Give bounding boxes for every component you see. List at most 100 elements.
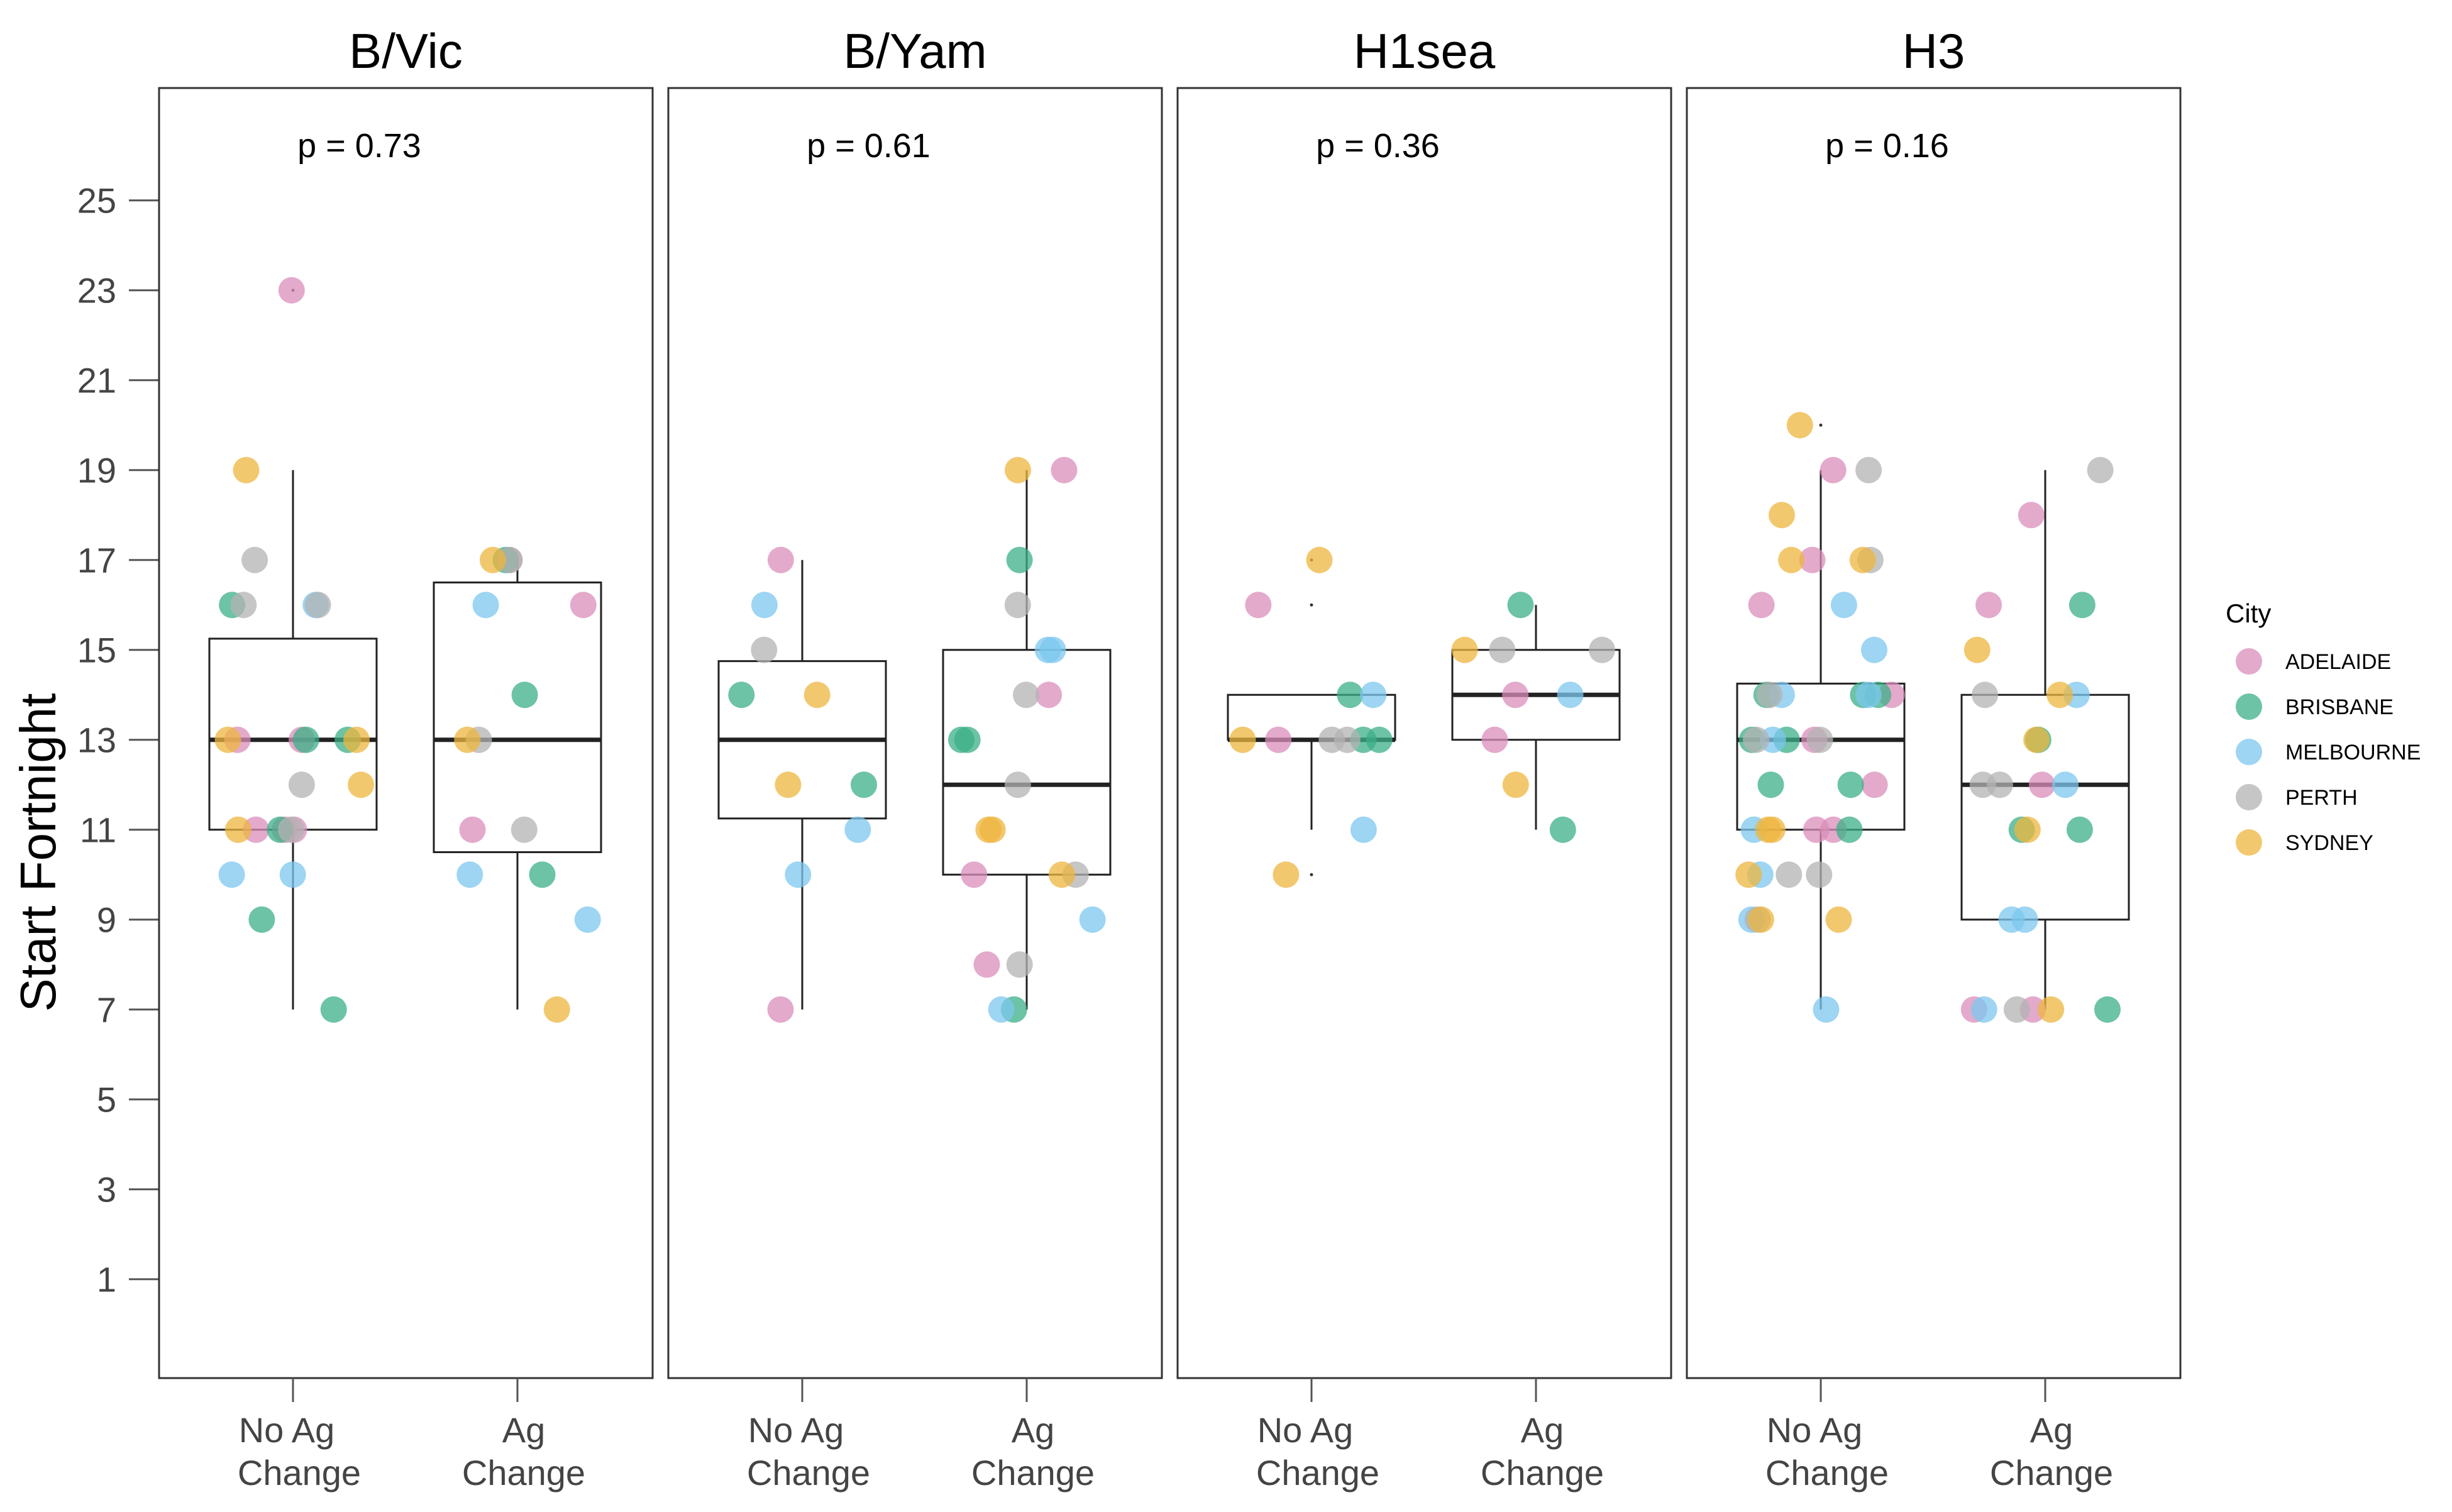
data-point-sydney xyxy=(343,726,370,753)
data-point-sydney xyxy=(1273,861,1300,888)
data-point-brisbane xyxy=(292,726,319,753)
boxplot-no-ag-change xyxy=(208,289,378,1010)
y-tick-label: 19 xyxy=(77,451,116,490)
data-point-melbourne xyxy=(2011,906,2038,933)
x-category-label: Ag xyxy=(2030,1410,2074,1450)
data-point-sydney xyxy=(975,816,1002,843)
data-point-melbourne xyxy=(785,861,812,888)
data-point-brisbane xyxy=(1507,592,1534,619)
data-point-adelaide xyxy=(570,592,597,619)
boxplot-ag-change xyxy=(1451,605,1621,830)
data-point-melbourne xyxy=(1830,592,1857,619)
data-point-sydney xyxy=(2023,726,2050,753)
panel-frame xyxy=(667,87,1163,1379)
data-point-perth xyxy=(1004,771,1031,798)
y-tick-label: 5 xyxy=(97,1080,116,1120)
data-point-perth xyxy=(2003,996,2030,1023)
data-point-melbourne xyxy=(1813,996,1840,1023)
legend-item-brisbane: BRISBANE xyxy=(2236,693,2394,720)
y-tick-label: 7 xyxy=(97,990,116,1030)
data-point-sydney xyxy=(1825,906,1852,933)
data-point-sydney xyxy=(1786,412,1813,439)
data-point-sydney xyxy=(1306,546,1333,573)
legend-swatch xyxy=(2236,829,2262,856)
y-tick-label: 3 xyxy=(97,1170,116,1210)
data-point-brisbane xyxy=(2068,592,2096,619)
p-value-label: p = 0.61 xyxy=(807,127,931,165)
data-point-adelaide xyxy=(1035,682,1063,709)
data-point-perth xyxy=(751,636,778,663)
data-point-sydney xyxy=(543,996,570,1023)
data-point-adelaide xyxy=(1820,456,1847,483)
data-point-sydney xyxy=(1747,906,1774,933)
data-point-melbourne xyxy=(988,996,1015,1023)
x-category-label: Change xyxy=(971,1453,1095,1493)
data-point-perth xyxy=(1806,861,1833,888)
boxplot-ag-change xyxy=(433,560,602,1010)
data-point-adelaide xyxy=(961,861,988,888)
x-category-label: Change xyxy=(1256,1453,1379,1493)
data-point-perth xyxy=(1775,861,1803,888)
y-tick-label: 25 xyxy=(77,181,116,221)
data-point-sydney xyxy=(1849,546,1876,573)
legend-label: BRISBANE xyxy=(2285,695,2394,719)
x-category-label: Ag xyxy=(1521,1410,1564,1450)
data-point-perth xyxy=(1972,682,1999,709)
data-point-perth xyxy=(1589,636,1615,663)
data-point-sydney xyxy=(1502,771,1529,798)
y-tick-label: 21 xyxy=(77,361,116,400)
data-point-perth xyxy=(230,592,257,619)
data-point-adelaide xyxy=(767,546,794,573)
data-point-sydney xyxy=(348,771,375,798)
data-point-perth xyxy=(1806,726,1833,753)
data-point-melbourne xyxy=(456,861,483,888)
points-no-ag-change xyxy=(728,546,877,1023)
panel-title: H3 xyxy=(1903,23,1965,79)
p-value-label: p = 0.16 xyxy=(1825,127,1949,165)
data-point-melbourne xyxy=(751,592,778,619)
y-tick-label: 9 xyxy=(97,900,116,940)
data-point-adelaide xyxy=(1975,592,2002,619)
legend-label: PERTH xyxy=(2285,786,2358,810)
data-point-brisbane xyxy=(1366,726,1393,753)
data-point-adelaide xyxy=(2018,502,2045,529)
data-point-brisbane xyxy=(1549,816,1576,843)
legend-item-adelaide: ADELAIDE xyxy=(2236,648,2391,675)
data-point-adelaide xyxy=(767,996,794,1023)
data-point-perth xyxy=(1489,636,1516,663)
legend: City ADELAIDE BRISBANE MELBOURNE PERTH SYDNEY xyxy=(2226,599,2421,856)
y-tick-label: 17 xyxy=(77,541,116,580)
data-point-sydney xyxy=(2038,996,2065,1023)
data-point-brisbane xyxy=(529,861,556,888)
data-point-perth xyxy=(241,546,268,573)
legend-item-sydney: SYDNEY xyxy=(2236,829,2373,856)
panel-frame xyxy=(158,87,654,1379)
data-point-sydney xyxy=(1759,816,1786,843)
legend-swatch xyxy=(2236,784,2262,810)
data-point-brisbane xyxy=(1836,816,1863,843)
data-point-melbourne xyxy=(574,906,601,933)
data-point-perth xyxy=(1743,726,1769,753)
data-point-brisbane xyxy=(320,996,347,1023)
x-category-label: Change xyxy=(1481,1453,1604,1493)
data-point-adelaide xyxy=(1265,726,1292,753)
data-point-sydney xyxy=(1229,726,1256,753)
panel-title: B/Yam xyxy=(843,23,986,79)
data-point-adelaide xyxy=(2028,771,2055,798)
data-point-adelaide xyxy=(1861,771,1888,798)
panel-frame xyxy=(1176,87,1672,1379)
y-tick-label: 1 xyxy=(97,1260,116,1300)
data-point-melbourne xyxy=(844,816,871,843)
data-point-melbourne xyxy=(1360,682,1387,709)
data-point-perth xyxy=(1006,951,1033,978)
points-no-ag-change xyxy=(1735,412,1905,1023)
data-point-adelaide xyxy=(1748,592,1775,619)
x-category-label: Change xyxy=(1990,1453,2113,1493)
outlier-point xyxy=(1310,603,1313,607)
data-point-adelaide xyxy=(1245,592,1272,619)
y-tick-label: 13 xyxy=(77,720,116,760)
data-point-melbourne xyxy=(472,592,499,619)
